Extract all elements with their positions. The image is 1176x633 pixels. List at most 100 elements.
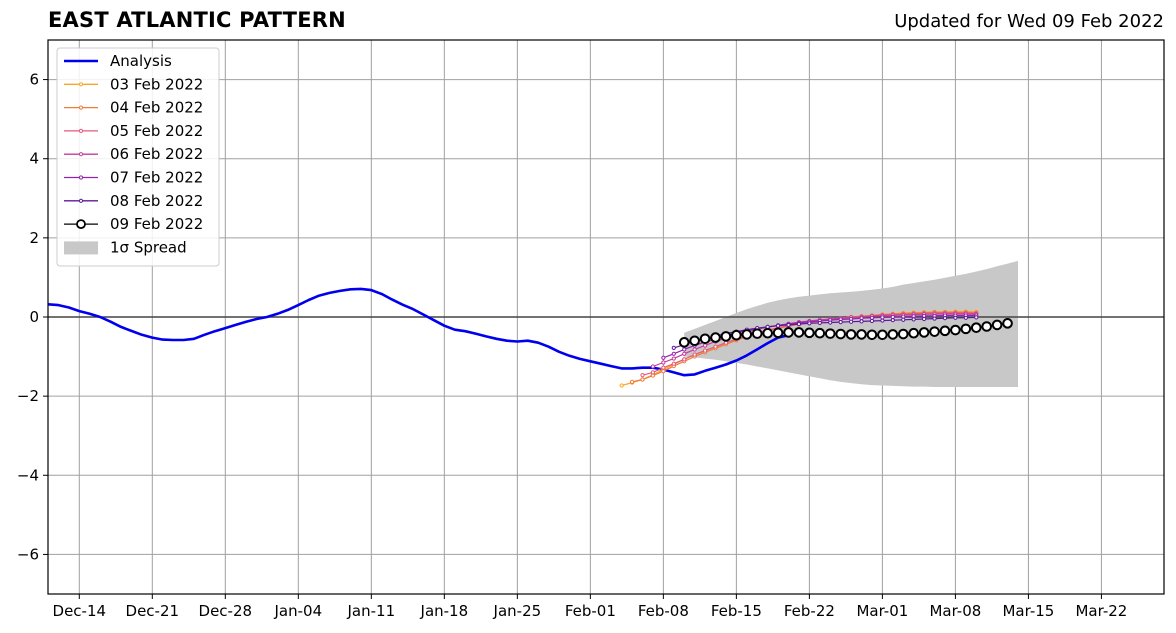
forecast-point [804,327,815,339]
forecast-point [678,337,690,348]
forecast-point [828,320,833,325]
forecast-point [845,329,857,340]
forecast-point [650,364,656,369]
forecast-point [1002,318,1013,329]
forecast-point [963,315,968,320]
y-tick-label: 4 [29,150,39,168]
forecast-point [713,344,718,349]
legend-marker [78,198,84,203]
forecast-point [692,352,697,357]
forecast-point [911,317,916,322]
legend-label: 04 Feb 2022 [110,99,203,117]
legend-label: 06 Feb 2022 [110,145,203,163]
forecast-point [741,329,753,340]
x-tick-label: Jan-18 [420,602,469,620]
forecast-point [939,325,951,337]
forecast-point [890,318,895,323]
forecast-point [751,328,763,339]
forecast-point [640,373,645,378]
legend-label: Analysis [110,52,172,70]
x-tick-label: Jan-04 [274,602,323,620]
forecast-point [970,322,982,333]
chart-title: EAST ATLANTIC PATTERN [48,8,346,32]
forecast-point [786,322,791,328]
forecast-point [817,320,822,326]
forecast-point [856,329,867,340]
x-tick-label: Jan-11 [347,602,396,620]
x-tick-label: Mar-08 [929,602,981,620]
legend-marker [78,105,84,110]
forecast-point [720,331,732,342]
legend-marker [78,175,84,180]
x-tick-label: Mar-01 [856,602,908,620]
forecast-point [671,345,676,350]
forecast-point [953,315,958,320]
forecast-point [661,360,666,365]
legend-box [56,47,220,267]
forecast-point [619,383,624,388]
forecast-series [678,318,1013,348]
x-tick-label: Dec-14 [53,602,107,620]
x-tick-label: Mar-22 [1075,602,1127,620]
legend-label: 03 Feb 2022 [110,75,203,93]
legend-label: 07 Feb 2022 [110,169,203,187]
x-tick-label: Feb-08 [638,602,689,620]
legend-marker [78,152,84,157]
x-tick-label: Feb-01 [565,602,616,620]
legend: Analysis 03 Feb 2022 04 Feb 2022 05 Feb 202… [56,47,220,267]
forecast-point [793,327,805,338]
forecast-point [835,328,846,340]
forecast-point [897,328,909,340]
forecast-point [796,322,802,327]
forecast-point [824,328,836,339]
forecast-point [950,324,961,336]
forecast-point [877,329,888,341]
forecast-point [671,351,676,356]
legend-marker [78,128,84,133]
forecast-point [901,317,906,322]
forecast-point [661,369,666,374]
forecast-point [918,327,930,338]
forecast-point [682,357,687,362]
forecast-point [814,327,826,339]
y-tick-label: −4 [17,466,39,484]
forecast-point [682,347,687,352]
legend-swatch [64,241,98,255]
spread-band [684,260,1018,387]
forecast-point [689,335,700,347]
forecast-point [772,327,784,339]
y-tick-label: 2 [29,229,39,247]
forecast-point [731,329,742,341]
updated-date-label: Updated for Wed 09 Feb 2022 [894,11,1164,32]
x-tick-label: Feb-15 [711,602,762,620]
forecast-point [859,319,864,324]
forecast-point [807,321,812,326]
x-tick-label: Mar-15 [1002,602,1054,620]
x-tick-label: Dec-21 [126,602,180,620]
forecast-point [838,320,843,325]
forecast-point [710,332,721,343]
forecast-point [640,377,645,382]
forecast-point [650,370,656,375]
plot-area [48,260,1164,388]
forecast-point [692,347,697,352]
forecast-point [671,361,676,366]
legend-label: 09 Feb 2022 [110,215,203,233]
y-tick-label: 0 [29,308,39,326]
forecast-point [775,323,781,328]
forecast-point [699,333,711,345]
forecast-point [661,365,666,370]
x-tick-label: Dec-28 [199,602,253,620]
forecast-point [762,327,773,339]
y-tick-label: −6 [17,545,39,563]
legend-marker [76,219,86,230]
y-tick-label: −2 [17,387,39,405]
forecast-point [682,351,687,356]
x-tick-label: Jan-25 [493,602,542,620]
forecast-point [981,321,992,332]
legend-label: 08 Feb 2022 [110,192,203,210]
forecast-point [661,355,666,360]
forecast-point [922,316,927,322]
y-tick-label: 6 [29,71,39,89]
